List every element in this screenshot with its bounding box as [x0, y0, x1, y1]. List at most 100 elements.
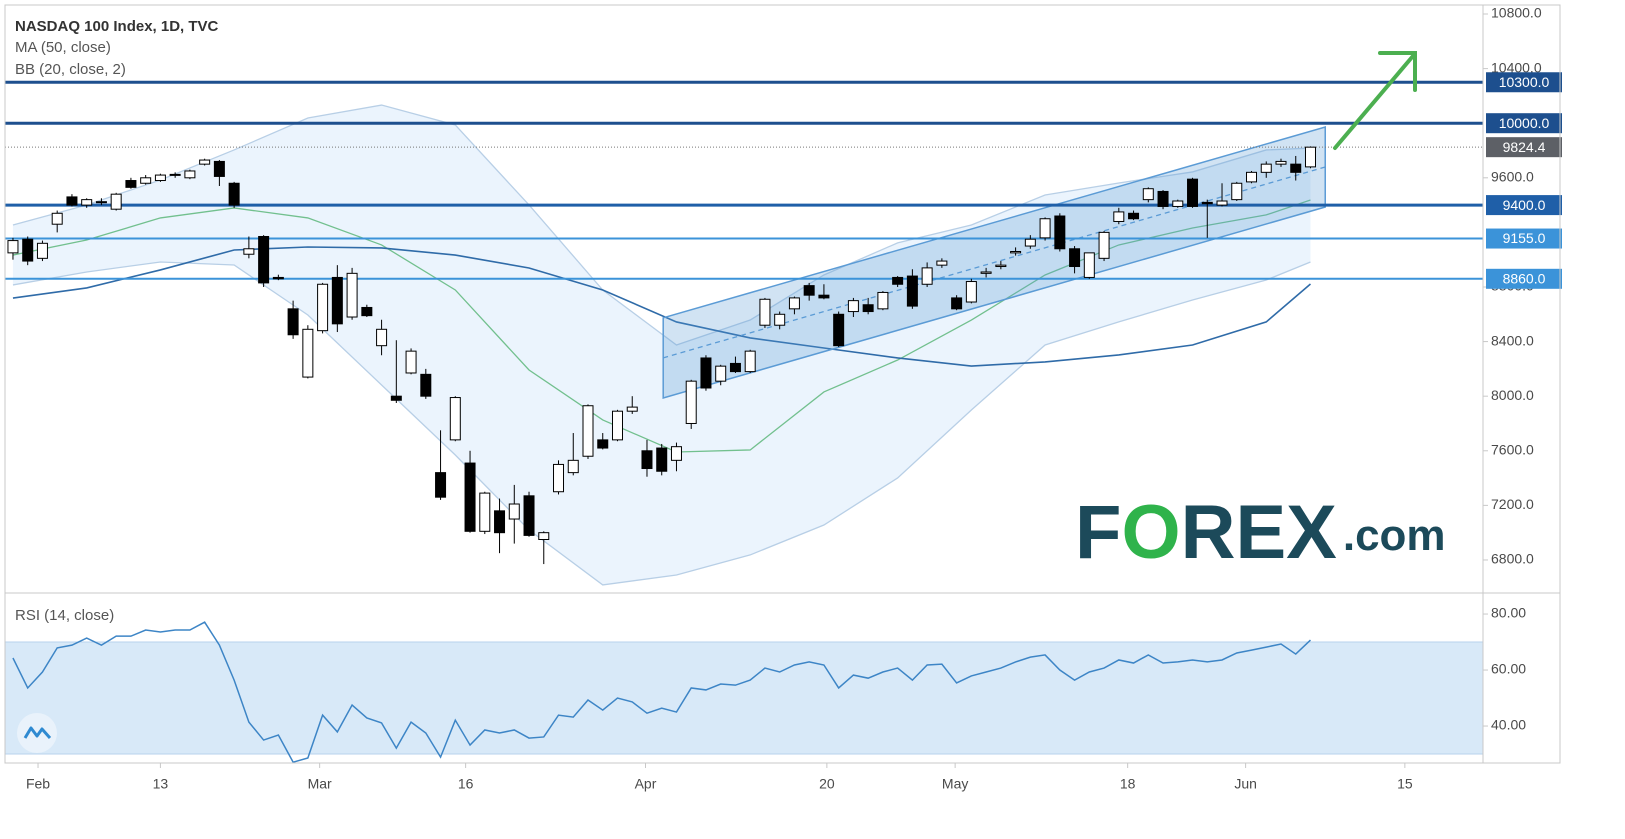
- tv-badge: [17, 713, 57, 753]
- candle-body: [847, 300, 859, 313]
- candle-body: [553, 463, 565, 493]
- candle-body: [892, 276, 904, 285]
- candle-body: [1069, 248, 1081, 268]
- candle-body: [1246, 171, 1258, 183]
- candle-body: [1231, 182, 1243, 201]
- legend-bb: BB (20, close, 2): [15, 61, 126, 78]
- rsi-line: [12, 621, 1312, 764]
- candle-body: [1142, 188, 1154, 201]
- x-tick-label: May: [942, 776, 968, 792]
- candle-body: [154, 174, 166, 182]
- candle-body: [22, 238, 34, 262]
- rsi-tick-label: 40.00: [1491, 717, 1526, 733]
- candle-body: [833, 313, 845, 347]
- candle-body: [110, 193, 122, 210]
- y-tick-label: 9600.0: [1491, 169, 1534, 185]
- level-label: 10300.0: [1499, 74, 1550, 90]
- candle-body: [626, 406, 638, 412]
- candle-body: [1113, 211, 1125, 222]
- main-layer: [5, 80, 1483, 764]
- candle-body: [567, 459, 579, 474]
- candle-body: [1157, 190, 1169, 207]
- x-tick-label: Jun: [1234, 776, 1257, 792]
- candle-body: [685, 380, 697, 424]
- candle-body: [1216, 200, 1228, 206]
- x-tick-label: 15: [1397, 776, 1413, 792]
- candle-body: [1172, 200, 1184, 207]
- candle-body: [331, 276, 343, 325]
- level-label-box: [1486, 113, 1562, 134]
- arrow: [1333, 51, 1417, 150]
- candle-body: [405, 350, 417, 374]
- level-label: 9400.0: [1503, 197, 1546, 213]
- candle-body: [1275, 160, 1287, 165]
- bb-lower: [12, 261, 1311, 586]
- candle-body: [1024, 238, 1036, 247]
- x-tick-label: 20: [819, 776, 835, 792]
- candle-body: [877, 291, 889, 310]
- logo-part: O: [1121, 490, 1180, 575]
- candle-body: [508, 503, 520, 520]
- candle-body: [81, 199, 93, 206]
- candle-body: [479, 492, 491, 532]
- candle-body: [641, 450, 653, 470]
- candle-body: [169, 173, 181, 176]
- y-tick-label: 10800.0: [1491, 5, 1542, 21]
- candle-body: [140, 177, 152, 184]
- level-label-box: [1486, 268, 1562, 289]
- candle-body: [420, 373, 432, 397]
- level-label: 9155.0: [1503, 230, 1546, 246]
- y-tick-label: 7200.0: [1491, 496, 1534, 512]
- candle-body: [965, 281, 977, 303]
- x-tick-label: Apr: [635, 776, 657, 792]
- candle-body: [317, 283, 329, 332]
- x-tick-label: Feb: [26, 776, 50, 792]
- y-tick-label: 8000.0: [1491, 387, 1534, 403]
- candle-body: [582, 405, 594, 457]
- candle-body: [611, 410, 623, 441]
- legend-ma: MA (50, close): [15, 39, 111, 56]
- candle-body: [1010, 251, 1022, 254]
- rsi-tick-label: 80.00: [1491, 605, 1526, 621]
- candle-body: [494, 510, 506, 534]
- candle-body: [464, 462, 476, 532]
- candle-body: [361, 306, 373, 317]
- candle-body: [243, 248, 255, 255]
- rsi-band: [5, 642, 1483, 755]
- bb-upper: [12, 104, 1311, 346]
- candle-body: [287, 308, 299, 336]
- x-tick-label: 13: [153, 776, 169, 792]
- candle-body: [523, 495, 535, 536]
- y-tick-label: 8400.0: [1491, 332, 1534, 348]
- candle-body: [302, 328, 314, 378]
- candle-body: [936, 260, 948, 266]
- legend-rsi: RSI (14, close): [15, 607, 114, 624]
- candle-body: [125, 180, 137, 188]
- candle-body: [729, 362, 741, 373]
- x-tick-label: 16: [458, 776, 474, 792]
- candle-body: [95, 201, 107, 204]
- candle-body: [36, 242, 48, 259]
- rsi-tick-label: 60.00: [1491, 661, 1526, 677]
- candle-body: [1128, 212, 1140, 220]
- candle-body: [980, 271, 992, 274]
- candle-body: [449, 397, 461, 441]
- chart-title: NASDAQ 100 Index, 1D, TVC: [15, 18, 219, 35]
- last-price-box: [1486, 137, 1562, 158]
- candle-body: [803, 285, 815, 296]
- candle-body: [390, 395, 402, 401]
- candle-body: [1290, 163, 1302, 173]
- candle-body: [1201, 201, 1213, 205]
- ma-line: [12, 246, 1312, 367]
- candle-body: [184, 170, 196, 179]
- y-tick-label: 7600.0: [1491, 441, 1534, 457]
- logo-part: REX: [1181, 490, 1338, 575]
- candle-body: [921, 267, 933, 285]
- candle-body: [818, 294, 830, 299]
- candle-body: [744, 350, 756, 373]
- brand-logo: FOREX .com: [1075, 490, 1446, 575]
- x-tick-label: Mar: [308, 776, 332, 792]
- candle-body: [759, 298, 771, 326]
- y-tick-label: 10400.0: [1491, 59, 1542, 75]
